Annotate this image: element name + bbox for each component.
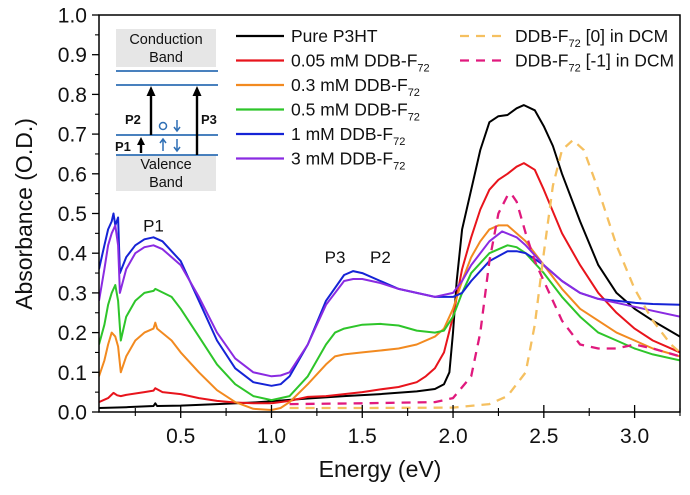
hole-icon [158, 121, 168, 131]
conduction-band-label-1: Conduction [129, 32, 202, 48]
valence-band-box [116, 155, 216, 191]
x-tick-label: 3.0 [620, 425, 649, 448]
legend-item-5: 3 mM DDB-F72 [236, 149, 405, 173]
peak-label-p2: P2 [370, 248, 391, 267]
legend-item-6: DDB-F72 [0] in DCM [460, 26, 668, 50]
series-line-5 [99, 224, 680, 378]
y-tick-label: 1.0 [58, 5, 87, 28]
series-line-4 [99, 212, 680, 387]
series-line-7 [289, 192, 680, 406]
y-tick-label: 0.3 [58, 282, 87, 305]
valence-band-label-1: Valence [140, 157, 191, 173]
legend-label: 1 mM DDB-F72 [291, 124, 405, 148]
legend-label: 0.5 mM DDB-F72 [291, 100, 420, 124]
series-line-1 [99, 162, 680, 405]
y-ticks: 0.0 0.1 0.2 0.3 0.4 0.5 0.6 0.7 0.8 0.9 1.0 [58, 5, 99, 425]
legend-label: DDB-F72 [0] in DCM [515, 26, 668, 50]
legend-item-7: DDB-F72 [-1] in DCM [460, 51, 674, 75]
legend-label: 0.3 mM DDB-F72 [291, 75, 420, 99]
legend-label: 0.05 mM DDB-F72 [291, 51, 430, 75]
peak-label-p3: P3 [325, 248, 346, 267]
x-axis-title: Energy (eV) [319, 456, 442, 482]
conduction-band-box [116, 29, 216, 67]
legend-item-2: 0.3 mM DDB-F72 [236, 75, 420, 99]
spin-up-icon-lower [159, 137, 167, 151]
band-diagram-inset: Conduction Band Valence Band P1 P2 P3 [115, 29, 218, 191]
p1-arrowhead-icon [137, 137, 145, 145]
valence-band-label-2: Band [149, 175, 183, 191]
x-tick-label: 2.0 [438, 425, 467, 448]
annotations: P1 P3 P2 [143, 216, 391, 267]
y-tick-label: 0.5 [58, 203, 87, 226]
p1-inset-label: P1 [115, 139, 131, 154]
x-ticks: 0.5 1.0 1.5 2.0 2.5 3.0 [134, 405, 681, 448]
y-tick-label: 0.4 [58, 243, 88, 266]
series-line-6 [289, 138, 680, 410]
spin-down-icon-upper [173, 120, 181, 133]
y-tick-label: 0.1 [58, 362, 87, 385]
legend-label: 3 mM DDB-F72 [291, 149, 405, 173]
peak-label-p1: P1 [143, 216, 164, 235]
x-tick-label: 2.5 [529, 425, 558, 448]
legend-item-1: 0.05 mM DDB-F72 [236, 51, 430, 75]
conduction-band-label-2: Band [149, 50, 183, 66]
legend-label: DDB-F72 [-1] in DCM [515, 51, 674, 75]
legend-item-3: 0.5 mM DDB-F72 [236, 100, 420, 124]
legend-item-4: 1 mM DDB-F72 [236, 124, 405, 148]
y-tick-label: 0.2 [58, 322, 87, 345]
y-axis-title: Absorbance (O.D.) [11, 118, 37, 310]
series-line-3 [99, 244, 680, 402]
spin-down-icon-lower [173, 139, 181, 153]
y-tick-label: 0.0 [58, 402, 87, 425]
curves-layer [99, 104, 680, 411]
series-line-0 [99, 104, 680, 409]
x-tick-label: 1.5 [348, 425, 377, 448]
x-tick-label: 0.5 [166, 425, 195, 448]
y-tick-label: 0.6 [58, 163, 87, 186]
p2-arrowhead-icon [146, 86, 156, 96]
legend-item-0: Pure P3HT [236, 26, 378, 46]
y-tick-label: 0.8 [58, 84, 87, 107]
y-tick-label: 0.9 [58, 44, 87, 67]
p2-inset-label: P2 [125, 112, 141, 127]
legend-label: Pure P3HT [291, 26, 378, 46]
x-tick-label: 1.0 [257, 425, 286, 448]
y-tick-label: 0.7 [58, 124, 87, 147]
p3-inset-label: P3 [201, 112, 217, 127]
p3-arrowhead-icon [192, 86, 202, 96]
